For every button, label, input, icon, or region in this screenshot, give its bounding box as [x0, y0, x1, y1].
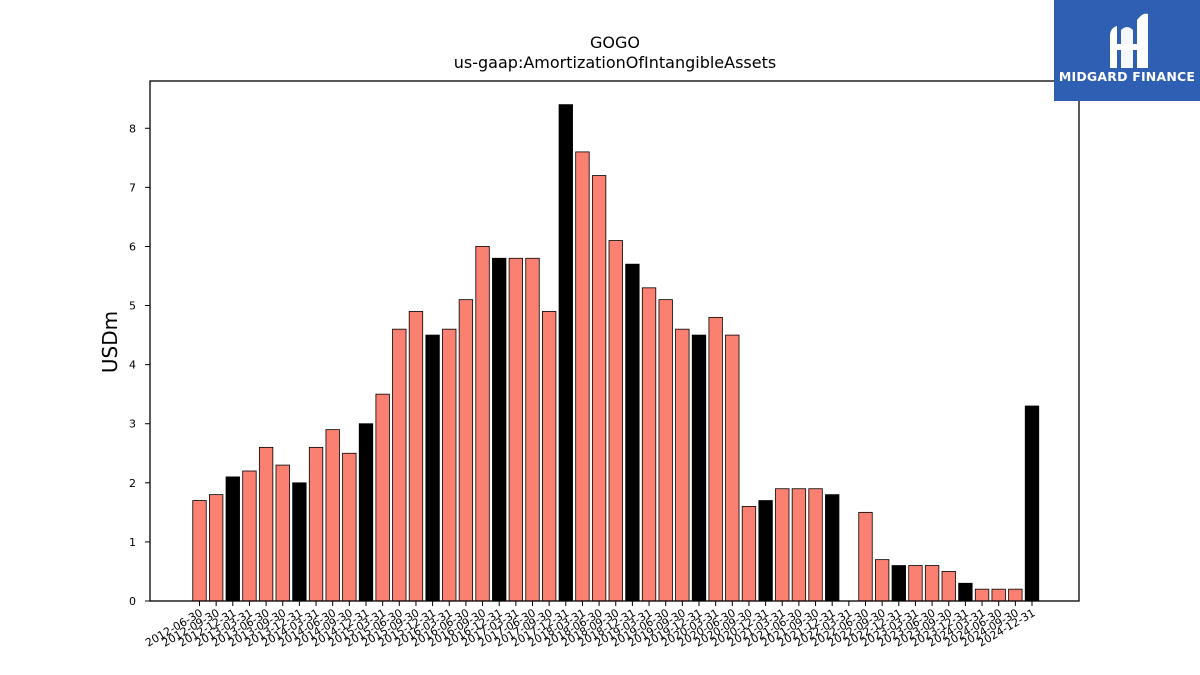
bar: [458, 299, 474, 602]
bar: [308, 446, 324, 602]
y-tick-label: 8: [129, 122, 136, 135]
bar: [641, 287, 657, 602]
bar: [442, 328, 457, 602]
bar: [225, 476, 240, 602]
bar: [1008, 588, 1023, 602]
bar: [625, 263, 640, 602]
bar: [908, 565, 923, 602]
bar: [258, 446, 274, 602]
bar: [392, 328, 407, 602]
y-axis-label: USDm: [98, 311, 122, 373]
bar: [292, 482, 307, 602]
bar: [542, 311, 557, 602]
bar: [358, 423, 374, 602]
bar: [758, 500, 773, 602]
bar: [208, 494, 224, 602]
midgard-logo-icon: [1110, 13, 1148, 69]
bar: [725, 334, 740, 602]
bar: [825, 494, 840, 602]
bar: [741, 506, 757, 602]
bar: [475, 246, 490, 602]
midgard-finance-logo: MIDGARD FINANCE: [1054, 0, 1200, 101]
bar: [691, 334, 707, 602]
bar: [192, 500, 207, 602]
plot-frame: [149, 80, 1080, 602]
bar: [974, 588, 990, 602]
y-tick-label: 3: [129, 418, 136, 431]
bar: [525, 257, 540, 602]
bar: [375, 393, 390, 602]
y-tick-label: 1: [129, 536, 136, 549]
bar: [575, 151, 590, 602]
bar: [941, 571, 956, 602]
bar: [775, 488, 790, 602]
bar: [708, 316, 723, 602]
bar: [508, 257, 524, 602]
bar: [242, 470, 257, 602]
bars-group: [192, 104, 1040, 602]
y-tick-label: 7: [129, 181, 136, 194]
bar: [342, 452, 357, 602]
chart-title: GOGO: [590, 33, 640, 52]
bar: [958, 582, 973, 602]
bar: [325, 429, 340, 602]
y-tick-label: 2: [129, 477, 136, 490]
bar: [608, 240, 623, 602]
bar: [808, 488, 823, 602]
bar: [675, 328, 690, 602]
bar: [924, 565, 940, 602]
y-tick-label: 6: [129, 240, 136, 253]
bar: [591, 175, 607, 602]
y-tick-label: 0: [129, 595, 136, 608]
x-ticks-group: 2012-06-302012-09-302012-12-312013-03-31…: [143, 601, 1038, 650]
bar: [1024, 405, 1040, 602]
bar: [408, 311, 424, 602]
bar: [791, 488, 807, 602]
y-ticks-group: 0 1 2 3 4 5 6 7 8: [129, 122, 150, 608]
bar: [558, 104, 573, 602]
bar: [858, 511, 873, 602]
bar: [425, 334, 440, 602]
chart-subtitle: us-gaap:AmortizationOfIntangibleAssets: [454, 53, 776, 72]
bar: [275, 464, 290, 602]
bar: [891, 565, 906, 602]
bar: [658, 299, 673, 602]
bar: [492, 257, 507, 602]
y-tick-label: 5: [129, 300, 136, 313]
bar: [991, 588, 1006, 602]
y-tick-label: 4: [129, 359, 136, 372]
logo-text: MIDGARD FINANCE: [1058, 69, 1196, 84]
bar: [875, 559, 890, 602]
